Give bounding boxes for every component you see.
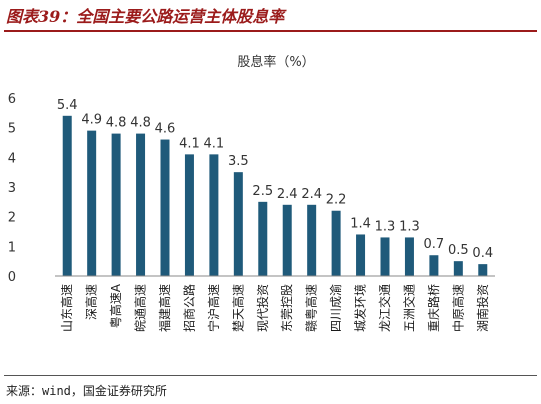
x-tick-label: 城发环境 (353, 284, 368, 332)
data-label: 0.7 (424, 237, 445, 252)
data-label: 2.5 (252, 184, 273, 199)
x-tick-label: 中原高速 (450, 284, 465, 332)
figure-title: 图表39：全国主要公路运营主体股息率 (6, 7, 285, 26)
bottom-rule (4, 375, 537, 376)
x-tick-label: 现代投资 (255, 284, 270, 332)
data-label: 1.4 (350, 216, 371, 231)
x-tick-label: 赣粤高速 (304, 284, 319, 332)
y-tick-label: 5 (8, 122, 16, 137)
bar (209, 154, 219, 276)
y-tick-label: 3 (8, 181, 16, 196)
y-tick-label: 6 (8, 92, 16, 107)
data-label: 4.9 (81, 113, 102, 128)
bar (87, 130, 97, 276)
bar (307, 204, 317, 276)
y-tick-label: 0 (8, 270, 16, 285)
x-tick-label: 重庆路桥 (426, 284, 441, 332)
bar (258, 201, 268, 276)
bar (429, 255, 439, 276)
x-tick-label: 深高速 (84, 284, 99, 320)
bar (62, 115, 72, 276)
value-labels: 5.44.9 4.8 4.8 4.64.1 4.13.52.5 2.4 2.4 2.21.4 1… (57, 98, 493, 261)
data-label: 0.4 (472, 246, 493, 261)
bar (282, 204, 292, 276)
data-label: 3.5 (228, 154, 249, 169)
x-tick-label: 湖南投资 (475, 284, 490, 332)
y-tick-label: 4 (8, 151, 16, 166)
y-tick-label: 2 (8, 211, 16, 226)
y-axis: 0 1 2 3 4 5 6 (8, 92, 16, 285)
x-tick-label: 楚天高速 (230, 284, 245, 332)
bar (184, 154, 194, 276)
category-labels: 山东高速 深高速 粤高速A 皖通高速 福建高速 招商公路 宁沪高速 楚天高速 现代投资 东莞控股赣… (59, 283, 490, 332)
bar (453, 261, 463, 276)
x-tick-label: 宁沪高速 (206, 284, 221, 332)
data-label: 0.5 (448, 243, 469, 258)
x-tick-label: 粤高速A (108, 283, 123, 328)
x-tick-label: 五洲交通 (401, 284, 416, 332)
y-unit-label: 股息率（%） (237, 54, 314, 70)
bar (356, 234, 366, 276)
data-label: 2.4 (277, 187, 298, 202)
x-tick-label: 四川成渝 (328, 284, 343, 332)
bar (160, 139, 170, 276)
data-label: 5.4 (57, 98, 78, 113)
data-label: 4.1 (204, 136, 225, 151)
y-tick-label: 1 (8, 240, 16, 255)
x-tick-label: 山东高速 (59, 284, 74, 332)
bar (478, 264, 488, 276)
bars (62, 115, 488, 276)
bar (136, 133, 146, 276)
x-tick-label: 东莞控股 (280, 284, 294, 332)
data-label: 2.4 (301, 187, 322, 202)
source-note: 来源：wind，国金证券研究所 (6, 384, 167, 398)
bar (331, 210, 341, 276)
data-label: 1.3 (399, 219, 420, 234)
data-label: 4.6 (155, 122, 176, 137)
data-label: 4.1 (179, 136, 200, 151)
data-label: 2.2 (326, 193, 347, 208)
x-tick-label: 福建高速 (157, 284, 172, 332)
bar (233, 172, 243, 276)
bar (404, 237, 414, 276)
data-label: 4.8 (106, 116, 127, 131)
title-rule (4, 30, 537, 32)
x-tick-label: 招商公路 (181, 284, 196, 332)
x-tick-label: 龙江交通 (377, 284, 392, 332)
data-label: 4.8 (130, 116, 151, 131)
x-tick-label: 皖通高速 (133, 284, 148, 332)
bar (380, 237, 390, 276)
data-label: 1.3 (375, 219, 396, 234)
bar (111, 133, 121, 276)
